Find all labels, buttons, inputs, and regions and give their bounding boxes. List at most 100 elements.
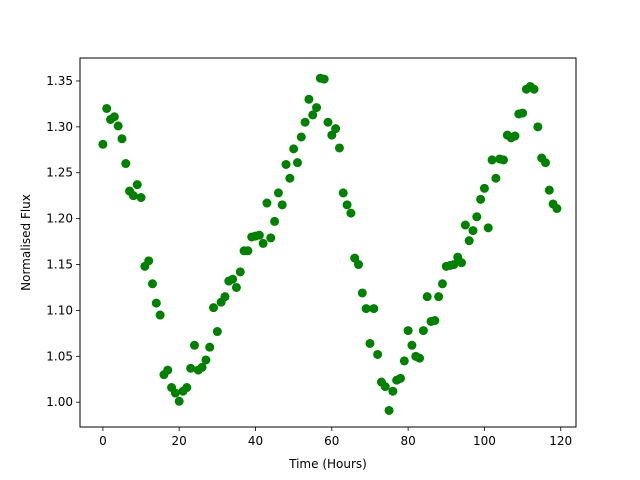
data-point — [151, 298, 161, 308]
data-point — [430, 316, 440, 326]
x-axis: 0 20 40 60 80 100 120 — [99, 427, 572, 448]
data-point — [483, 223, 493, 233]
data-point — [479, 183, 489, 193]
data-point — [312, 103, 322, 113]
data-point — [147, 279, 157, 289]
data-point — [533, 122, 543, 132]
data-point — [319, 74, 329, 84]
x-tick-label: 120 — [549, 434, 572, 448]
data-point — [468, 226, 478, 236]
data-point — [449, 260, 459, 270]
data-point — [415, 353, 425, 363]
data-point — [552, 204, 562, 214]
y-axis-label: Normalised Flux — [19, 194, 33, 291]
data-point — [254, 230, 264, 240]
data-point — [231, 282, 241, 292]
data-point — [334, 143, 344, 153]
data-point — [296, 132, 306, 142]
data-point — [266, 233, 276, 243]
y-tick-label: 1.00 — [46, 395, 73, 409]
data-point — [262, 198, 272, 208]
data-point — [113, 121, 123, 131]
data-point — [464, 236, 474, 246]
data-point — [338, 188, 348, 198]
x-tick-label: 60 — [324, 434, 339, 448]
data-point — [399, 356, 409, 366]
data-point — [220, 292, 230, 302]
data-point — [182, 383, 192, 393]
data-point — [472, 212, 482, 222]
x-tick-label: 80 — [400, 434, 415, 448]
data-point — [273, 188, 283, 198]
data-point — [434, 292, 444, 302]
data-point — [388, 386, 398, 396]
data-point — [212, 327, 222, 337]
data-point — [510, 131, 520, 141]
data-point — [342, 200, 352, 210]
data-point — [403, 326, 413, 336]
data-point — [132, 180, 142, 190]
data-point — [174, 396, 184, 406]
y-tick-label: 1.20 — [46, 212, 73, 226]
data-point — [308, 110, 318, 120]
data-point — [144, 256, 154, 266]
data-point — [128, 191, 138, 201]
y-tick-label: 1.30 — [46, 120, 73, 134]
data-points — [98, 73, 562, 415]
y-tick-label: 1.35 — [46, 74, 73, 88]
data-point — [395, 373, 405, 383]
data-point — [289, 144, 299, 154]
data-point — [205, 342, 215, 352]
data-point — [529, 84, 539, 94]
data-point — [491, 173, 501, 183]
data-point — [365, 338, 375, 348]
data-point — [163, 365, 173, 375]
x-axis-label: Time (Hours) — [288, 457, 367, 471]
data-point — [460, 220, 470, 230]
data-point — [136, 193, 146, 203]
data-point — [354, 260, 364, 270]
data-point — [155, 310, 165, 320]
y-tick-label: 1.05 — [46, 349, 73, 363]
data-point — [457, 258, 467, 268]
data-point — [518, 108, 528, 118]
data-point — [373, 349, 383, 359]
data-point — [189, 340, 199, 350]
data-point — [300, 117, 310, 127]
data-point — [361, 304, 371, 314]
data-point — [285, 173, 295, 183]
data-point — [197, 362, 207, 372]
data-point — [209, 303, 219, 313]
data-point — [384, 405, 394, 415]
data-point — [476, 194, 486, 204]
y-tick-label: 1.15 — [46, 258, 73, 272]
data-point — [540, 158, 550, 168]
data-point — [304, 94, 314, 104]
data-point — [186, 363, 196, 373]
data-point — [228, 274, 238, 284]
y-tick-label: 1.25 — [46, 166, 73, 180]
data-point — [499, 155, 509, 165]
x-tick-label: 100 — [473, 434, 496, 448]
x-tick-label: 40 — [248, 434, 263, 448]
data-point — [243, 246, 253, 256]
data-point — [422, 292, 432, 302]
data-point — [121, 159, 131, 169]
data-point — [544, 185, 554, 195]
data-point — [170, 388, 180, 398]
data-point — [235, 267, 245, 277]
x-tick-label: 20 — [172, 434, 187, 448]
data-point — [109, 112, 119, 122]
x-tick-label: 0 — [99, 434, 107, 448]
data-point — [357, 288, 367, 298]
data-point — [418, 326, 428, 336]
data-point — [277, 200, 287, 210]
data-point — [281, 159, 291, 169]
y-tick-label: 1.10 — [46, 303, 73, 317]
data-point — [102, 103, 112, 113]
data-point — [380, 382, 390, 392]
y-axis: 1.00 1.05 1.10 1.15 1.20 1.25 1.30 1.35 — [46, 74, 80, 409]
data-point — [346, 208, 356, 218]
data-point — [331, 124, 341, 134]
